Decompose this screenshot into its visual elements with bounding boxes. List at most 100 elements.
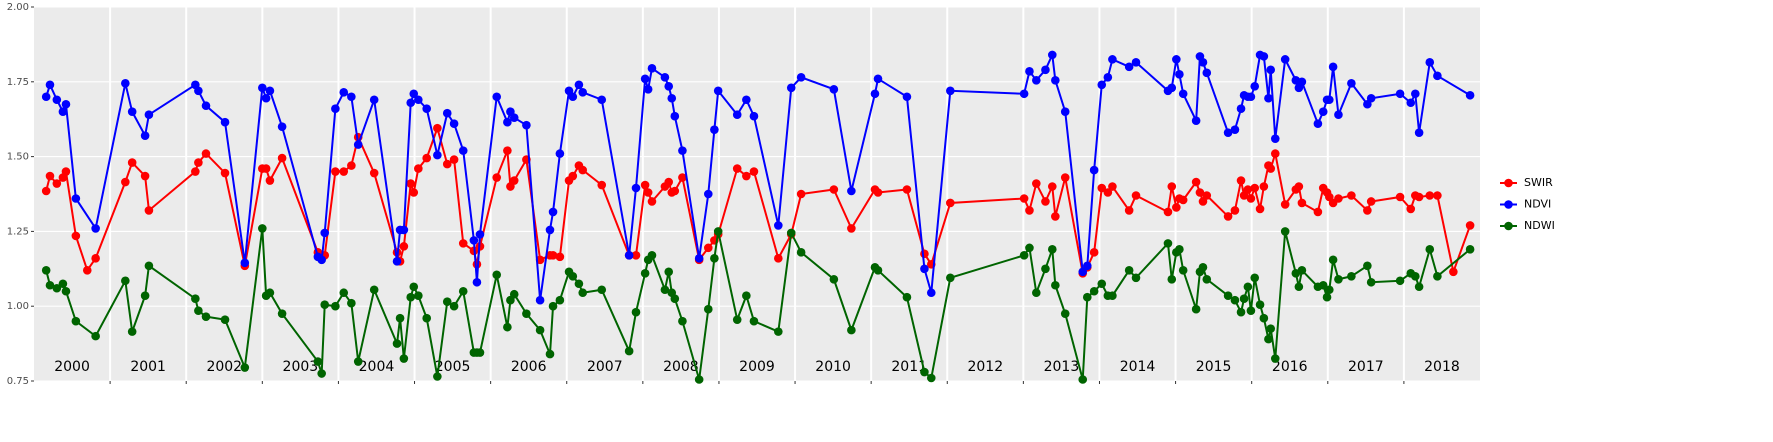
data-point <box>1019 194 1029 203</box>
data-point <box>732 164 742 173</box>
data-point <box>1406 204 1416 214</box>
data-point <box>1465 245 1475 254</box>
data-point <box>1089 286 1099 296</box>
data-point <box>1124 265 1134 275</box>
data-point <box>749 316 759 326</box>
year-label: 2018 <box>1424 359 1460 375</box>
data-point <box>1318 280 1328 290</box>
data-point <box>1366 93 1376 103</box>
data-point <box>926 373 936 383</box>
data-point <box>339 167 349 176</box>
data-point <box>220 168 230 178</box>
data-point <box>191 294 200 304</box>
data-point <box>320 300 330 310</box>
data-point <box>41 265 51 275</box>
data-point <box>127 107 137 117</box>
data-point <box>555 295 565 305</box>
data-point <box>1328 62 1338 72</box>
data-point <box>847 186 856 196</box>
data-point <box>121 78 130 88</box>
data-point <box>1414 282 1424 292</box>
data-point <box>369 168 379 178</box>
data-point <box>631 251 641 260</box>
data-point <box>1243 282 1253 292</box>
data-point <box>647 64 657 73</box>
data-point <box>422 153 432 163</box>
data-point <box>926 288 936 298</box>
data-point <box>548 251 558 260</box>
data-point <box>503 146 512 155</box>
data-point <box>201 312 211 321</box>
data-point <box>261 164 271 173</box>
data-point <box>1019 251 1029 260</box>
year-label: 2007 <box>587 359 623 375</box>
data-point <box>1167 83 1177 93</box>
data-point <box>1264 334 1273 344</box>
data-point <box>548 207 558 217</box>
data-point <box>509 289 519 299</box>
data-point <box>749 167 759 176</box>
data-point <box>1395 276 1405 286</box>
data-point <box>194 86 203 96</box>
data-point <box>1425 191 1435 200</box>
data-point <box>144 110 154 120</box>
data-point <box>1082 292 1092 302</box>
data-point <box>829 185 839 194</box>
data-point <box>71 316 81 326</box>
data-point <box>1236 307 1246 317</box>
data-point <box>331 301 340 311</box>
data-point <box>1297 265 1307 275</box>
data-point <box>1202 191 1212 200</box>
data-point <box>1131 191 1141 200</box>
data-point <box>414 291 423 301</box>
data-point <box>1313 119 1323 128</box>
data-point <box>1243 185 1253 194</box>
data-point <box>732 110 742 120</box>
data-point <box>442 297 452 307</box>
year-label: 2002 <box>206 359 242 375</box>
data-point <box>1178 265 1188 275</box>
data-point <box>52 95 62 105</box>
data-point <box>1411 89 1420 99</box>
data-point <box>71 231 81 241</box>
data-point <box>1051 280 1060 290</box>
data-point <box>742 291 751 301</box>
data-point <box>1051 212 1060 221</box>
data-point <box>574 80 584 90</box>
data-point <box>1414 128 1424 137</box>
data-point <box>1334 194 1343 203</box>
data-point <box>578 87 588 97</box>
data-point <box>91 254 100 263</box>
data-point <box>568 171 578 181</box>
data-point <box>545 225 555 235</box>
data-point <box>1019 89 1029 99</box>
data-point <box>664 177 674 187</box>
data-point <box>873 188 883 197</box>
year-label: 2012 <box>967 359 1003 375</box>
data-point <box>902 292 912 302</box>
data-point <box>1230 125 1240 134</box>
data-point <box>265 86 275 96</box>
data-point <box>1236 104 1246 114</box>
data-point <box>1108 291 1117 301</box>
data-point <box>458 146 468 155</box>
data-point <box>946 86 955 96</box>
data-point <box>522 120 531 130</box>
data-point <box>1255 204 1265 214</box>
data-point <box>946 198 955 208</box>
data-point <box>1425 245 1435 254</box>
data-point <box>774 221 783 230</box>
data-point <box>1082 261 1092 271</box>
data-point <box>353 357 363 366</box>
year-label: 2001 <box>130 359 166 375</box>
legend-marker <box>1504 200 1513 209</box>
data-point <box>667 93 677 103</box>
data-point <box>61 286 71 296</box>
year-label: 2006 <box>511 359 547 375</box>
data-point <box>258 224 267 233</box>
data-point <box>369 95 379 105</box>
data-point <box>1041 197 1050 206</box>
data-point <box>678 173 687 182</box>
data-point <box>472 277 482 287</box>
data-point <box>395 313 405 323</box>
